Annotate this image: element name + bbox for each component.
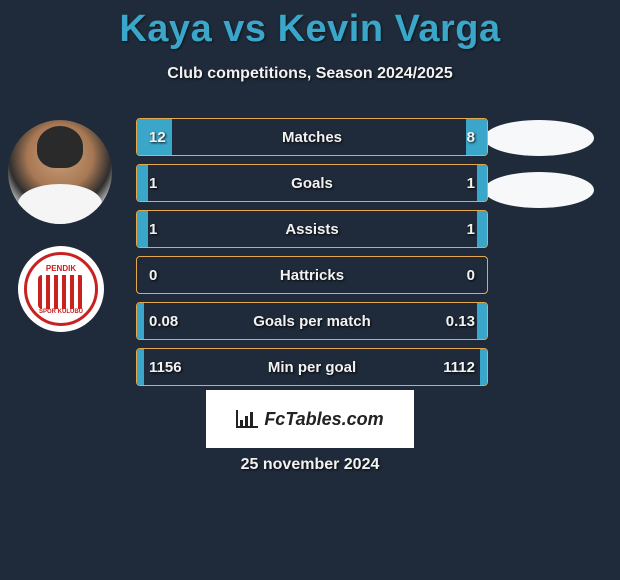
stat-row: 0 Hattricks 0 <box>136 256 488 294</box>
stat-label: Assists <box>285 221 338 238</box>
stat-label: Matches <box>282 129 342 146</box>
stat-value-right: 1 <box>467 221 475 238</box>
stat-label: Goals <box>291 175 333 192</box>
stat-row: 1 Goals 1 <box>136 164 488 202</box>
stat-row: 12 Matches 8 <box>136 118 488 156</box>
chart-icon <box>236 410 258 428</box>
player1-club-badge: PENDIK SPOR KULÜBÜ <box>18 246 104 332</box>
club-badge-inner: PENDIK SPOR KULÜBÜ <box>24 252 98 326</box>
stat-value-right: 1 <box>467 175 475 192</box>
club-name-bottom: SPOR KULÜBÜ <box>39 309 83 315</box>
stat-label: Goals per match <box>253 313 371 330</box>
bar-right <box>477 211 488 247</box>
stat-value-right: 0 <box>467 267 475 284</box>
stat-label: Hattricks <box>280 267 344 284</box>
bar-left <box>137 349 144 385</box>
bar-left <box>137 211 148 247</box>
right-image-column <box>484 120 602 224</box>
club-name-top: PENDIK <box>46 264 76 273</box>
bar-right <box>480 349 487 385</box>
player1-avatar <box>8 120 112 224</box>
stat-value-left: 1 <box>149 221 157 238</box>
stat-value-left: 1 <box>149 175 157 192</box>
footer-date: 25 november 2024 <box>0 456 620 474</box>
brand-badge[interactable]: FcTables.com <box>206 390 414 448</box>
stat-value-left: 1156 <box>149 359 182 376</box>
stat-label: Min per goal <box>268 359 356 376</box>
stat-value-right: 8 <box>467 129 475 146</box>
stat-row: 1 Assists 1 <box>136 210 488 248</box>
bar-right <box>477 303 488 339</box>
page-title: Kaya vs Kevin Varga <box>0 0 620 51</box>
club-stripes-icon <box>38 275 84 309</box>
stat-row: 0.08 Goals per match 0.13 <box>136 302 488 340</box>
stat-value-left: 0.08 <box>149 313 178 330</box>
page-subtitle: Club competitions, Season 2024/2025 <box>0 65 620 83</box>
bar-left <box>137 303 144 339</box>
stat-value-left: 0 <box>149 267 157 284</box>
stat-value-right: 0.13 <box>446 313 475 330</box>
stat-value-left: 12 <box>149 129 166 146</box>
player2-avatar-placeholder <box>484 120 594 156</box>
bar-right <box>477 165 488 201</box>
stats-table: 12 Matches 8 1 Goals 1 1 Assists 1 0 Hattricks 0 0.0… <box>136 118 488 394</box>
brand-label: FcTables.com <box>264 409 383 430</box>
stat-row: 1156 Min per goal 1112 <box>136 348 488 386</box>
bar-left <box>137 165 148 201</box>
player2-club-placeholder <box>484 172 594 208</box>
left-image-column: PENDIK SPOR KULÜBÜ <box>8 120 118 332</box>
stat-value-right: 1112 <box>443 359 475 376</box>
